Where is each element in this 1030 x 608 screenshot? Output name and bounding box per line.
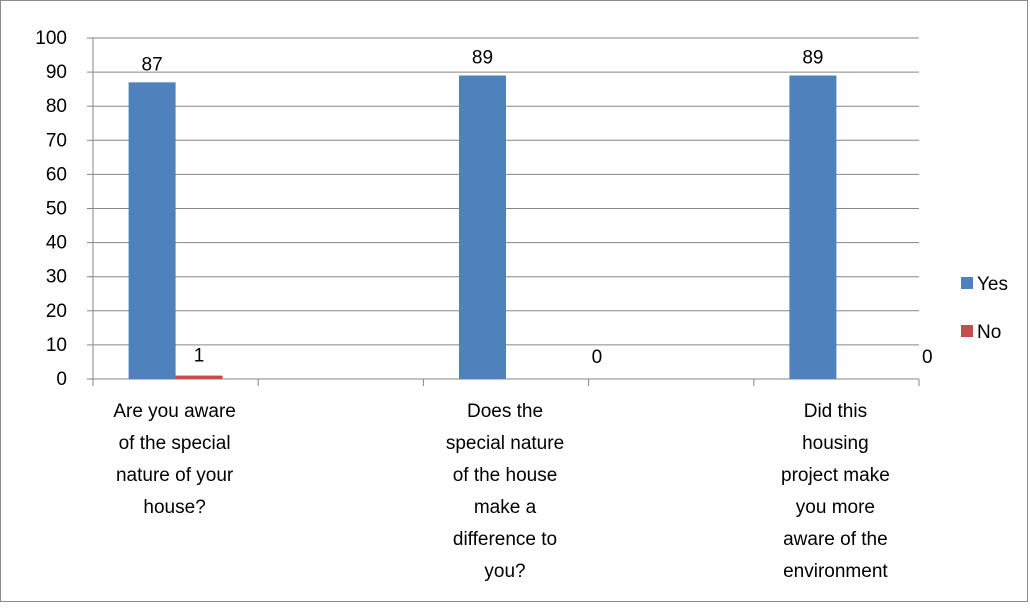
data-label-no-2: 0 — [922, 347, 933, 368]
y-tick-label-10: 10 — [46, 335, 67, 356]
legend-swatch-yes — [961, 277, 973, 289]
y-tick-label-50: 50 — [46, 199, 67, 220]
legend-label-yes: Yes — [977, 274, 1008, 295]
x-category-label-0-line-2: nature of your — [116, 465, 234, 486]
y-tick-label-80: 80 — [46, 96, 67, 117]
y-tick-label-20: 20 — [46, 301, 67, 322]
x-category-label-1-line-2: of the house — [453, 465, 558, 486]
y-tick-label-100: 100 — [35, 28, 67, 49]
data-label-no-1: 0 — [592, 347, 603, 368]
y-tick-label-30: 30 — [46, 267, 67, 288]
x-category-label-0-line-1: of the special — [119, 433, 231, 454]
x-category-label-2-line-3: you more — [796, 497, 875, 518]
x-category-label-2-line-0: Did this — [804, 401, 867, 422]
bar-yes-1 — [459, 75, 506, 379]
bar-yes-2 — [789, 75, 837, 379]
y-tick-label-70: 70 — [46, 130, 67, 151]
bar-no-0 — [175, 375, 223, 379]
x-category-label-2-line-1: housing — [802, 433, 869, 454]
y-tick-label-60: 60 — [46, 164, 67, 185]
bar-yes-0 — [128, 82, 176, 379]
x-category-label-1-line-3: make a — [474, 497, 537, 518]
y-tick-label-90: 90 — [46, 62, 67, 83]
x-category-label-1-line-5: you? — [484, 561, 525, 582]
x-category-label-0-line-3: house? — [143, 497, 205, 518]
y-tick-label-40: 40 — [46, 233, 67, 254]
data-label-yes-2: 89 — [802, 48, 823, 69]
data-label-yes-0: 87 — [142, 54, 163, 75]
x-category-label-1-line-4: difference to — [453, 529, 557, 550]
y-tick-label-0: 0 — [56, 369, 67, 390]
data-label-yes-1: 89 — [472, 48, 493, 69]
data-label-no-0: 1 — [194, 346, 205, 367]
legend-swatch-no — [961, 325, 973, 337]
legend-label-no: No — [977, 322, 1001, 343]
x-category-label-2-line-5: environment — [783, 561, 888, 582]
x-category-label-1-line-1: special nature — [446, 433, 564, 454]
x-category-label-2-line-2: project make — [781, 465, 890, 486]
x-category-label-2-line-4: aware of the — [783, 529, 888, 550]
x-category-label-0-line-0: Are you aware — [113, 401, 236, 422]
x-category-label-1-line-0: Does the — [467, 401, 543, 422]
